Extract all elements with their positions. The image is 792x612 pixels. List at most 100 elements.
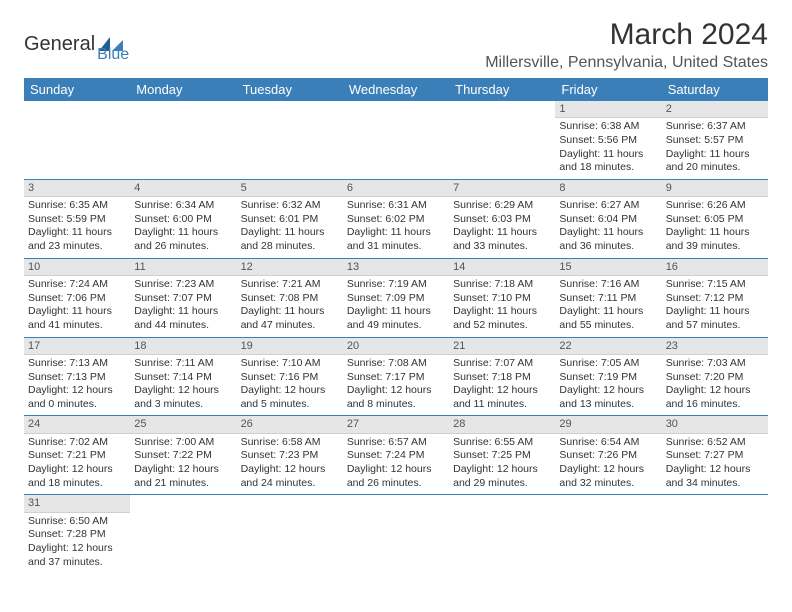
calendar-cell: 25Sunrise: 7:00 AMSunset: 7:22 PMDayligh… [130, 416, 236, 495]
sunrise-line: Sunrise: 7:23 AM [134, 278, 232, 292]
sunset-line: Sunset: 5:56 PM [559, 134, 657, 148]
sunrise-line: Sunrise: 7:19 AM [347, 278, 445, 292]
daylight-line: Daylight: 11 hours and 28 minutes. [241, 226, 339, 253]
sunset-line: Sunset: 7:19 PM [559, 371, 657, 385]
sunrise-line: Sunrise: 6:55 AM [453, 436, 551, 450]
sunrise-line: Sunrise: 7:05 AM [559, 357, 657, 371]
day-number: 15 [555, 259, 661, 276]
logo-text-2: Blue [97, 46, 129, 64]
calendar-cell [24, 101, 130, 179]
calendar-cell: 16Sunrise: 7:15 AMSunset: 7:12 PMDayligh… [662, 258, 768, 337]
daylight-line: Daylight: 11 hours and 18 minutes. [559, 148, 657, 175]
sunset-line: Sunset: 7:16 PM [241, 371, 339, 385]
calendar-cell: 1 Sunrise: 6:38 AMSunset: 5:56 PMDaylight… [555, 101, 661, 179]
calendar-row: 1 Sunrise: 6:38 AMSunset: 5:56 PMDaylight… [24, 101, 768, 179]
calendar-cell [555, 495, 661, 573]
sunset-line: Sunset: 7:20 PM [666, 371, 764, 385]
sunrise-line: Sunrise: 7:07 AM [453, 357, 551, 371]
calendar-cell [662, 495, 768, 573]
sunset-line: Sunset: 7:27 PM [666, 449, 764, 463]
calendar-cell: 27Sunrise: 6:57 AMSunset: 7:24 PMDayligh… [343, 416, 449, 495]
day-number: 22 [555, 338, 661, 355]
sunrise-line: Sunrise: 7:10 AM [241, 357, 339, 371]
sunset-line: Sunset: 6:04 PM [559, 213, 657, 227]
daylight-line: Daylight: 12 hours and 24 minutes. [241, 463, 339, 490]
daylight-line: Daylight: 11 hours and 55 minutes. [559, 305, 657, 332]
calendar-cell: 28Sunrise: 6:55 AMSunset: 7:25 PMDayligh… [449, 416, 555, 495]
daylight-line: Daylight: 11 hours and 52 minutes. [453, 305, 551, 332]
sunset-line: Sunset: 7:17 PM [347, 371, 445, 385]
sunset-line: Sunset: 6:02 PM [347, 213, 445, 227]
calendar-cell: 15Sunrise: 7:16 AMSunset: 7:11 PMDayligh… [555, 258, 661, 337]
calendar-cell [449, 495, 555, 573]
calendar-cell: 23Sunrise: 7:03 AMSunset: 7:20 PMDayligh… [662, 337, 768, 416]
calendar-cell [343, 101, 449, 179]
weekday-header: Sunday [24, 78, 130, 101]
calendar-cell: 20Sunrise: 7:08 AMSunset: 7:17 PMDayligh… [343, 337, 449, 416]
sunset-line: Sunset: 7:24 PM [347, 449, 445, 463]
daylight-line: Daylight: 12 hours and 32 minutes. [559, 463, 657, 490]
daylight-line: Daylight: 12 hours and 26 minutes. [347, 463, 445, 490]
weekday-header: Wednesday [343, 78, 449, 101]
sunset-line: Sunset: 7:06 PM [28, 292, 126, 306]
day-number: 10 [24, 259, 130, 276]
calendar-cell: 17Sunrise: 7:13 AMSunset: 7:13 PMDayligh… [24, 337, 130, 416]
sunrise-line: Sunrise: 6:58 AM [241, 436, 339, 450]
month-title: March 2024 [485, 18, 768, 52]
day-number: 12 [237, 259, 343, 276]
daylight-line: Daylight: 11 hours and 49 minutes. [347, 305, 445, 332]
location: Millersville, Pennsylvania, United State… [485, 54, 768, 72]
calendar-cell [449, 101, 555, 179]
sunset-line: Sunset: 7:09 PM [347, 292, 445, 306]
daylight-line: Daylight: 11 hours and 39 minutes. [666, 226, 764, 253]
day-number: 16 [662, 259, 768, 276]
sunset-line: Sunset: 6:03 PM [453, 213, 551, 227]
calendar-cell: 14Sunrise: 7:18 AMSunset: 7:10 PMDayligh… [449, 258, 555, 337]
sunrise-line: Sunrise: 7:24 AM [28, 278, 126, 292]
calendar-cell: 10 Sunrise: 7:24 AMSunset: 7:06 PMDayligh… [24, 258, 130, 337]
sunset-line: Sunset: 7:13 PM [28, 371, 126, 385]
calendar-cell: 19Sunrise: 7:10 AMSunset: 7:16 PMDayligh… [237, 337, 343, 416]
weekday-header: Thursday [449, 78, 555, 101]
sunrise-line: Sunrise: 7:03 AM [666, 357, 764, 371]
logo: General Blue [24, 18, 129, 64]
sunrise-line: Sunrise: 7:15 AM [666, 278, 764, 292]
calendar-cell: 9Sunrise: 6:26 AMSunset: 6:05 PMDaylight… [662, 179, 768, 258]
calendar-cell: 3Sunrise: 6:35 AMSunset: 5:59 PMDaylight… [24, 179, 130, 258]
sunset-line: Sunset: 5:59 PM [28, 213, 126, 227]
day-number: 1 [555, 101, 661, 118]
sunrise-line: Sunrise: 7:18 AM [453, 278, 551, 292]
weekday-header: Tuesday [237, 78, 343, 101]
daylight-line: Daylight: 11 hours and 26 minutes. [134, 226, 232, 253]
calendar-cell: 22Sunrise: 7:05 AMSunset: 7:19 PMDayligh… [555, 337, 661, 416]
calendar-cell: 12Sunrise: 7:21 AMSunset: 7:08 PMDayligh… [237, 258, 343, 337]
daylight-line: Daylight: 11 hours and 31 minutes. [347, 226, 445, 253]
daylight-line: Daylight: 11 hours and 33 minutes. [453, 226, 551, 253]
sunrise-line: Sunrise: 6:38 AM [559, 120, 657, 134]
sunset-line: Sunset: 7:23 PM [241, 449, 339, 463]
daylight-line: Daylight: 11 hours and 44 minutes. [134, 305, 232, 332]
daylight-line: Daylight: 12 hours and 8 minutes. [347, 384, 445, 411]
day-number: 24 [24, 416, 130, 433]
sunrise-line: Sunrise: 6:26 AM [666, 199, 764, 213]
daylight-line: Daylight: 12 hours and 11 minutes. [453, 384, 551, 411]
day-number: 2 [662, 101, 768, 118]
day-number: 26 [237, 416, 343, 433]
daylight-line: Daylight: 12 hours and 18 minutes. [28, 463, 126, 490]
day-number: 28 [449, 416, 555, 433]
daylight-line: Daylight: 11 hours and 41 minutes. [28, 305, 126, 332]
day-number: 9 [662, 180, 768, 197]
calendar-cell: 4Sunrise: 6:34 AMSunset: 6:00 PMDaylight… [130, 179, 236, 258]
calendar-cell: 7Sunrise: 6:29 AMSunset: 6:03 PMDaylight… [449, 179, 555, 258]
calendar-cell: 29Sunrise: 6:54 AMSunset: 7:26 PMDayligh… [555, 416, 661, 495]
calendar-row: 31Sunrise: 6:50 AMSunset: 7:28 PMDayligh… [24, 495, 768, 573]
day-number: 17 [24, 338, 130, 355]
sunrise-line: Sunrise: 7:11 AM [134, 357, 232, 371]
sunset-line: Sunset: 7:25 PM [453, 449, 551, 463]
daylight-line: Daylight: 11 hours and 23 minutes. [28, 226, 126, 253]
day-number: 3 [24, 180, 130, 197]
sunset-line: Sunset: 7:14 PM [134, 371, 232, 385]
day-number: 4 [130, 180, 236, 197]
calendar-cell: 21Sunrise: 7:07 AMSunset: 7:18 PMDayligh… [449, 337, 555, 416]
daylight-line: Daylight: 12 hours and 16 minutes. [666, 384, 764, 411]
